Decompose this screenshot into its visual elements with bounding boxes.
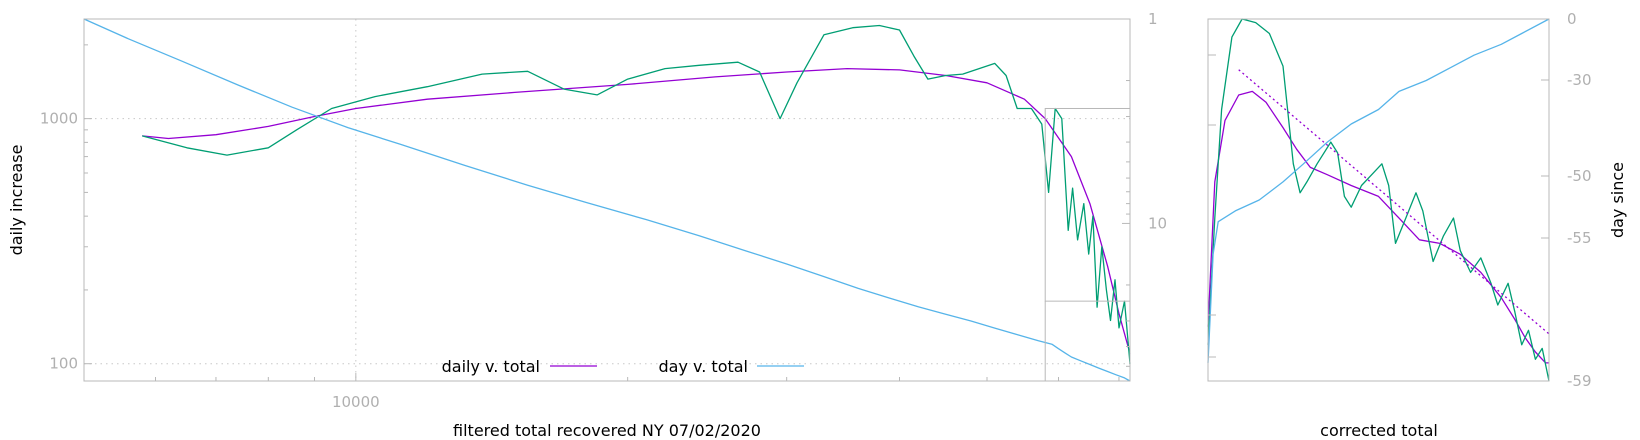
inset-x-axis-label: corrected total [1320,421,1438,440]
main-gridlines [84,19,1130,381]
y-tick-label: 100 [49,355,78,373]
y-tick-label: 1000 [40,110,78,128]
inset-plot-frame [1207,18,1550,382]
smoothed-daily-line [142,24,1131,364]
y2-tick-label: 1 [1148,10,1158,28]
inset-y2-tick-label: -55 [1567,229,1592,247]
main-plot-frame [83,18,1131,382]
inset-y2-tick-label: -30 [1567,71,1592,89]
inset-y2-axis-label: day since [1608,162,1627,238]
day-vs-total-line [83,18,1131,382]
main-plot-lines [83,18,1131,382]
inset-day-line [1207,18,1550,363]
main-axis-ticks: 100 1000 10000 1 10 [40,10,1167,411]
inset-fit-line [1238,69,1550,335]
y2-tick-label: 10 [1148,214,1167,232]
legend-label-daily: daily v. total [442,357,540,376]
inset-axis-ticks: 0 -30 -50 -55 -59 [1208,10,1592,390]
main-y-axis-label: daily increase [7,145,26,256]
inset-plot-lines [1207,18,1550,382]
inset-smoothed-line [1207,18,1550,382]
daily-vs-total-line [142,67,1131,354]
x-tick-label: 10000 [332,393,380,411]
legend: daily v. total day v. total [442,357,804,376]
inset-y2-tick-label: 0 [1567,10,1577,28]
inset-daily-line [1207,90,1549,364]
main-x-axis-label: filtered total recovered NY 07/02/2020 [453,421,761,440]
inset-y2-tick-label: -59 [1567,372,1592,390]
inset-y2-tick-label: -50 [1567,167,1592,185]
legend-label-day: day v. total [659,357,749,376]
